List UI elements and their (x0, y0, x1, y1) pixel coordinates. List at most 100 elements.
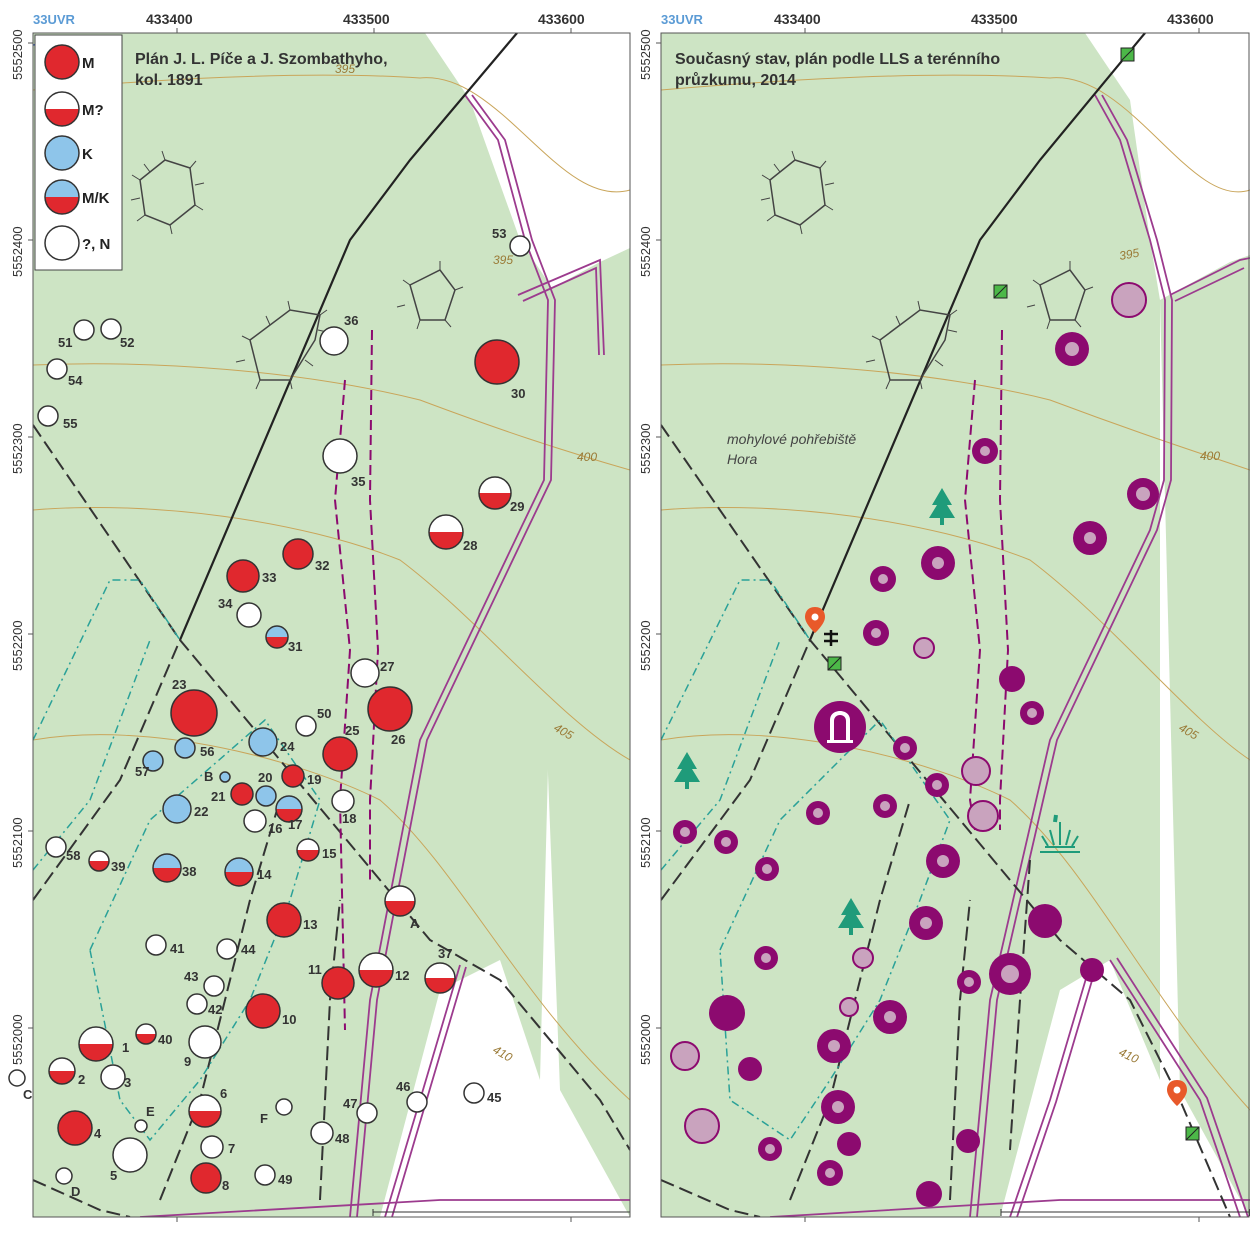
mound-label: 16 (268, 821, 282, 836)
mound-label: 8 (222, 1178, 229, 1193)
mound-label: C (23, 1087, 33, 1102)
contour-lines (33, 74, 630, 1101)
mound-marker (428, 514, 464, 550)
mound-marker (321, 966, 355, 1000)
easting-label: 433400 (146, 11, 193, 27)
mound-marker (255, 785, 277, 807)
mound-marker (709, 995, 745, 1031)
mound-marker (8, 1069, 26, 1087)
scale-bar: 0 100 m (367, 1209, 630, 1228)
northing-label: 5552200 (10, 620, 25, 671)
utm-zone-label: 33UVR (33, 12, 76, 27)
mound-marker (243, 809, 267, 833)
scale-bar: 0 100 m (995, 1209, 1250, 1228)
mound-marker (226, 559, 260, 593)
mound-marker (406, 1091, 428, 1113)
mound-label: 57 (135, 764, 149, 779)
forest-area-east (530, 248, 630, 1217)
road (178, 33, 518, 641)
northing-label: 5552300 (10, 423, 25, 474)
contour-label: 395 (493, 253, 513, 267)
mound-marker (1055, 332, 1089, 366)
mound-marker (509, 235, 531, 257)
legend-swatch (44, 44, 80, 80)
mound-marker (463, 1082, 485, 1104)
forest-area-east (1160, 255, 1250, 1217)
mound-label: 49 (278, 1172, 292, 1187)
mound-marker (78, 1026, 114, 1062)
mound-marker (972, 438, 998, 464)
tree-icon (674, 488, 955, 935)
mound-marker (755, 857, 779, 881)
mound-label: D (71, 1184, 80, 1199)
mound-marker (275, 1098, 293, 1116)
mound-marker (266, 902, 302, 938)
mound-marker (673, 820, 697, 844)
mound-marker (852, 947, 874, 969)
mound-marker (474, 339, 520, 385)
mound-marker (230, 782, 254, 806)
mound-label: 20 (258, 770, 272, 785)
signpost-icon (824, 630, 838, 646)
mound-marker (48, 1057, 76, 1085)
mound-marker (714, 830, 738, 854)
mound-marker (57, 1110, 93, 1146)
current-mounds (670, 282, 1159, 1207)
mound-marker (478, 476, 512, 510)
northing-label: 5552400 (638, 226, 653, 277)
mound-label: 25 (345, 723, 359, 738)
mound-label: 15 (322, 846, 336, 861)
mound-marker (873, 794, 897, 818)
mound-marker (839, 997, 859, 1017)
mound-marker (806, 801, 830, 825)
mound-marker (216, 938, 238, 960)
monument-icon (814, 701, 866, 753)
mound-marker (913, 637, 935, 659)
quarry-hatch (130, 150, 464, 390)
mound-label: A (410, 916, 420, 931)
mound-marker (174, 737, 196, 759)
mound-marker (322, 438, 358, 474)
mound-label: 55 (63, 416, 77, 431)
mound-label: 34 (218, 596, 233, 611)
mound-label: 21 (211, 789, 225, 804)
map-title-line2: kol. 1891 (135, 72, 203, 89)
mound-label: 11 (308, 962, 322, 977)
mound-marker (384, 885, 416, 917)
mound-marker (367, 686, 413, 732)
wetland-icon (1040, 814, 1080, 853)
mound-marker (37, 405, 59, 427)
mound-label: 17 (288, 817, 302, 832)
mound-marker (1127, 478, 1159, 510)
mound-marker (275, 795, 303, 823)
scale-zero: 0 (995, 1214, 1002, 1228)
mound-marker (190, 1162, 222, 1194)
easting-label: 433600 (1167, 11, 1214, 27)
mound-marker (684, 1108, 720, 1144)
mound-marker (738, 1057, 762, 1081)
mound-marker (295, 715, 317, 737)
mound-marker (873, 1000, 907, 1034)
mound-marker (893, 736, 917, 760)
mound-marker (670, 1041, 700, 1071)
contour-label: 395 (335, 62, 355, 76)
mound-label: 47 (343, 1096, 357, 1111)
mound-label: B (204, 769, 213, 784)
mound-marker (350, 658, 380, 688)
mound-marker (112, 1137, 148, 1173)
mound-label: 33 (262, 570, 276, 585)
road (808, 33, 1146, 641)
mound-marker (1080, 958, 1104, 982)
mound-label: 22 (194, 804, 208, 819)
easting-label: 433600 (538, 11, 585, 27)
mound-label: 12 (395, 968, 409, 983)
scale-end: 100 m (552, 1214, 585, 1228)
right-map-panel: 395 400 405 410 Současný stav, plán podl… (638, 11, 1250, 1228)
mound-marker (1111, 282, 1147, 318)
mound-marker (296, 838, 320, 862)
mound-marker (186, 993, 208, 1015)
legend-label: M? (82, 102, 104, 119)
